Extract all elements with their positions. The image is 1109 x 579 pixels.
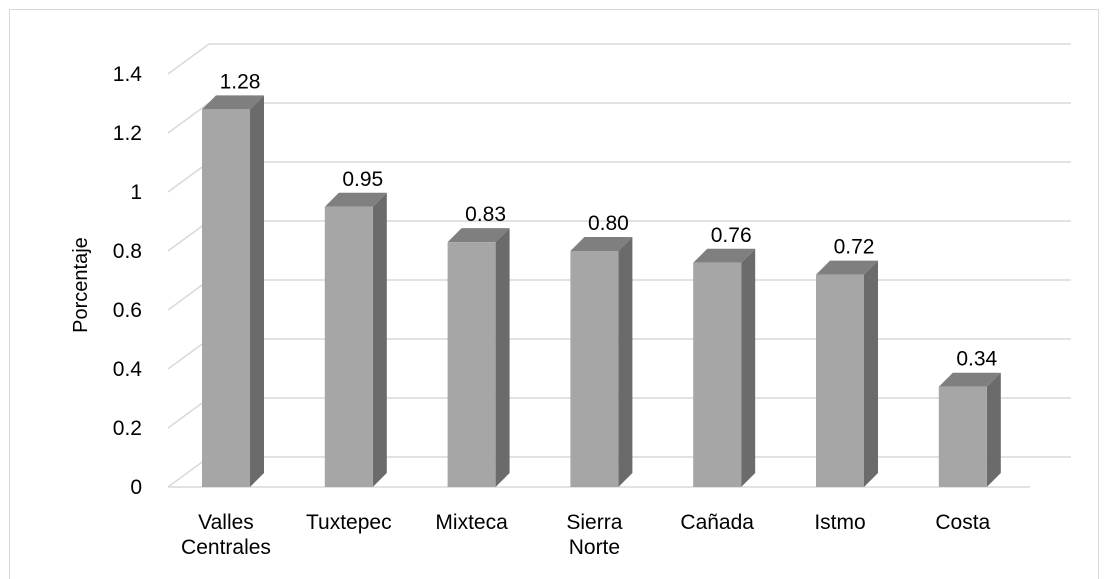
y-tick-label: 1	[130, 181, 142, 204]
bar	[693, 248, 756, 487]
y-tick-label: 1.4	[113, 63, 143, 86]
x-tick-label: Sierra	[566, 511, 622, 534]
bar-front	[447, 242, 496, 487]
x-tick-label: Norte	[569, 536, 620, 559]
y-tick-label: 0.4	[113, 358, 143, 381]
data-label: 0.76	[711, 224, 752, 247]
bar-top	[693, 248, 756, 263]
gridline-diagonal	[167, 102, 210, 134]
bar-top	[938, 372, 1001, 387]
bar-top	[570, 237, 633, 251]
bar-side	[618, 237, 633, 487]
x-tick-label: Mixteca	[435, 511, 508, 534]
x-tick-label: Tuxtepec	[306, 511, 392, 534]
bar-front	[816, 274, 864, 487]
x-tick-label: Valles	[198, 511, 254, 534]
x-tick-label: Centrales	[181, 536, 271, 559]
bar-front	[202, 109, 250, 488]
bar-front	[324, 206, 373, 487]
bar-top	[324, 192, 387, 207]
y-tick-label: 0.8	[113, 240, 142, 263]
bar-side	[372, 192, 387, 487]
data-labels: 1.28 0.95 0.83 0.80 0.76 0.72 0.34	[220, 70, 998, 370]
y-tick-label: 1.2	[113, 122, 142, 145]
bars	[202, 95, 1001, 488]
bar	[447, 228, 510, 487]
bar-front	[693, 262, 742, 487]
y-axis: 0 0.2 0.4 0.6 0.8 1 1.2 1.4	[113, 63, 143, 499]
y-tick-label: 0.2	[113, 417, 142, 440]
data-label: 0.34	[956, 348, 997, 371]
gridline-diagonal	[167, 43, 210, 75]
bar-side	[741, 248, 756, 487]
bar	[816, 260, 878, 487]
x-tick-label: Istmo	[814, 511, 865, 534]
bar-side	[986, 372, 1001, 487]
x-tick-label: Costa	[935, 511, 990, 534]
bar-side	[864, 260, 878, 487]
bar-side	[495, 228, 510, 487]
data-label: 0.72	[834, 236, 875, 259]
bar-top	[816, 260, 878, 275]
bar	[202, 95, 264, 488]
bar	[938, 372, 1001, 487]
bar-side	[250, 95, 264, 488]
bar-top	[447, 228, 510, 243]
bar-front	[570, 251, 619, 487]
y-tick-label: 0.6	[113, 299, 142, 322]
data-label: 1.28	[220, 70, 261, 93]
bar-top	[202, 95, 264, 110]
data-label: 0.83	[465, 203, 506, 226]
y-axis-title: Porcentaje	[70, 237, 92, 333]
data-label: 0.95	[342, 168, 383, 191]
bar	[324, 192, 387, 487]
y-tick-label: 0	[130, 476, 142, 499]
bar	[570, 237, 633, 487]
bar-front	[938, 386, 987, 487]
data-label: 0.80	[588, 212, 629, 235]
x-tick-label: Cañada	[680, 511, 754, 534]
